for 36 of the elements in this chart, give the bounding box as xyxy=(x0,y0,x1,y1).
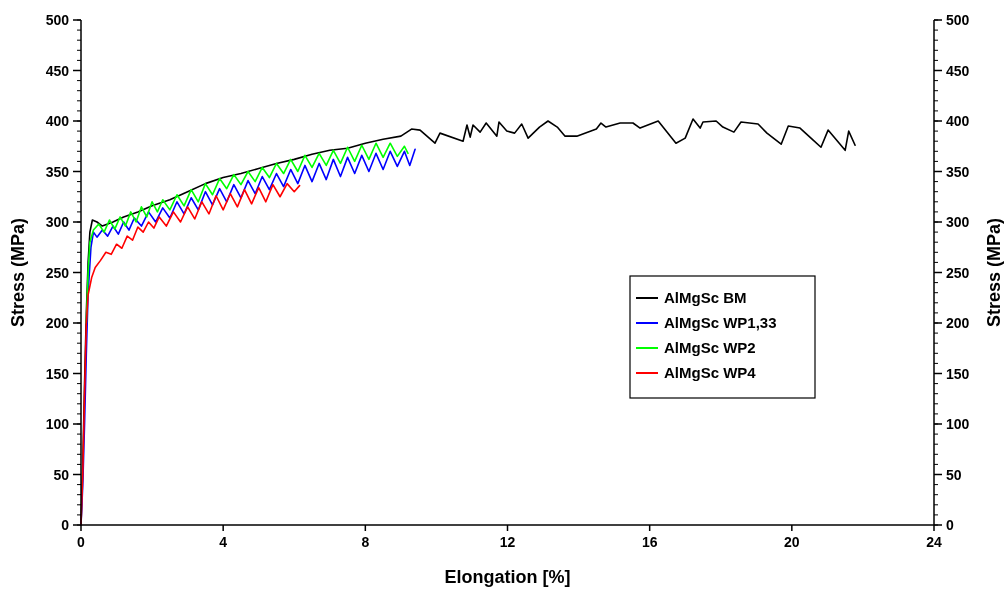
y-tick-label: 300 xyxy=(45,214,70,230)
y-tick-label: 200 xyxy=(45,315,70,331)
x-tick-label: 20 xyxy=(784,534,800,550)
x-tick-label: 4 xyxy=(219,534,228,550)
y2-tick-label: 350 xyxy=(946,163,970,180)
y-tick-label: 250 xyxy=(45,264,70,281)
legend-label: AlMgSc WP1,33 xyxy=(664,314,777,331)
x-tick-label: 0 xyxy=(77,534,86,550)
y2-tick-label: 300 xyxy=(946,214,970,230)
y2-tick-label: 200 xyxy=(946,315,970,331)
y-tick-label: 450 xyxy=(45,62,70,79)
y2-tick-label: 150 xyxy=(946,365,970,382)
y-tick-label: 500 xyxy=(45,12,70,28)
y-axis-title: Stress (MPa) xyxy=(8,217,28,328)
y-tick-label: 100 xyxy=(45,416,70,432)
y2-tick-label: 400 xyxy=(946,113,970,129)
y-tick-label: 0 xyxy=(61,517,70,533)
x-tick-label: 16 xyxy=(641,534,658,550)
legend-label: AlMgSc BM xyxy=(664,289,747,306)
y-tick-label: 150 xyxy=(45,365,70,382)
x-tick-label: 8 xyxy=(361,534,370,550)
y-tick-label: 50 xyxy=(53,466,70,483)
y2-tick-label: 250 xyxy=(946,264,970,281)
legend-label: AlMgSc WP2 xyxy=(664,339,756,356)
y2-tick-label: 50 xyxy=(946,466,962,483)
y2-tick-label: 100 xyxy=(946,416,970,432)
y-tick-label: 400 xyxy=(45,113,70,129)
y2-axis-title: Stress (MPa) xyxy=(984,217,1004,328)
x-tick-label: 12 xyxy=(499,534,516,550)
x-axis-title: Elongation [%] xyxy=(444,567,571,587)
y2-tick-label: 450 xyxy=(946,62,970,79)
y-tick-label: 350 xyxy=(45,163,70,180)
legend-label: AlMgSc WP4 xyxy=(664,364,757,381)
y2-tick-label: 0 xyxy=(946,517,954,533)
y2-tick-label: 500 xyxy=(946,12,970,28)
x-tick-label: 24 xyxy=(926,534,942,550)
